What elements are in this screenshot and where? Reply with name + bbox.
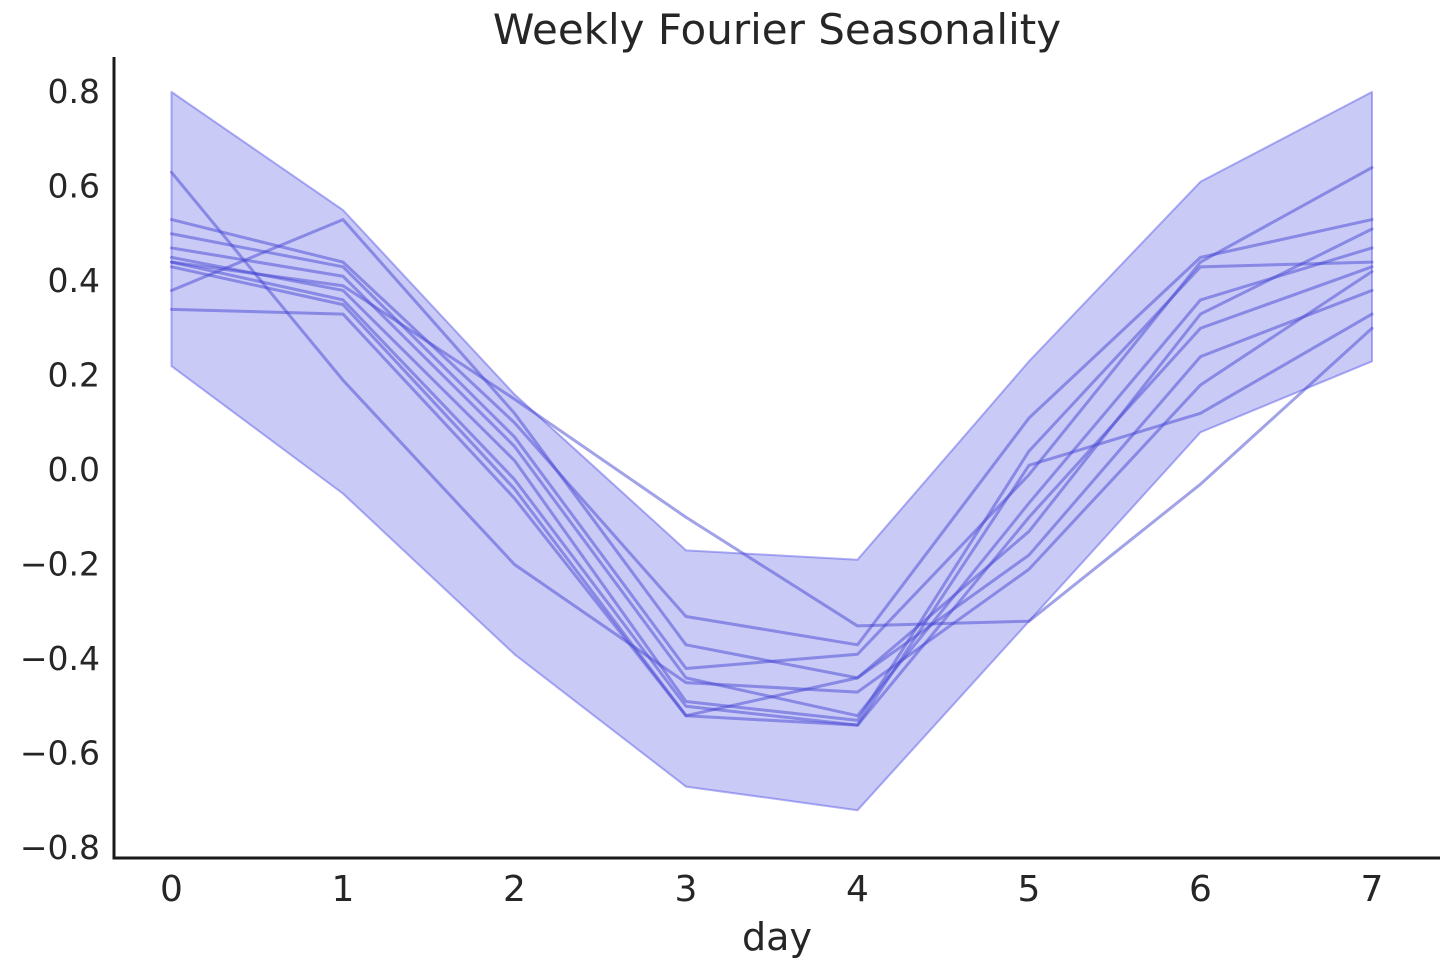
y-tick-label: −0.8 [20, 828, 100, 867]
sample-line-9 [170, 265, 1374, 718]
x-tick-label: 0 [160, 869, 183, 910]
sample-line-8 [170, 260, 1374, 727]
y-tick-label: −0.4 [20, 639, 100, 678]
uncertainty-band [170, 91, 1373, 812]
sample-line-10 [170, 307, 1374, 727]
chart-title: Weekly Fourier Seasonality [493, 5, 1061, 54]
x-tick-label: 6 [1189, 869, 1212, 910]
sample-line-4 [170, 218, 1374, 647]
sample-line-7 [170, 255, 1374, 722]
plot-area: 0.8 0.6 0.4 0.2 0.0 −0.2 −0.4 −0.6 −0.8 0 1 2 3 4 5 6 7 [20, 57, 1440, 910]
x-tick-label: 1 [332, 869, 355, 910]
x-tick-label: 3 [675, 869, 698, 910]
y-tick-label: 0.6 [48, 167, 100, 206]
y-tick-label: 0.2 [48, 356, 100, 395]
y-tick-label: −0.6 [20, 734, 100, 773]
x-tick-label: 2 [503, 869, 526, 910]
x-axis-label: day [742, 915, 812, 959]
y-tick-label: 0.0 [48, 450, 100, 489]
y-tick-label: 0.4 [48, 261, 100, 300]
sample-line-2 [170, 170, 1374, 694]
x-tick-label: 4 [846, 869, 869, 910]
x-tick-label: 5 [1018, 869, 1041, 910]
x-tick-label: 7 [1361, 869, 1384, 910]
y-tick-label: 0.8 [48, 72, 100, 111]
y-tick-label: −0.2 [20, 545, 100, 584]
